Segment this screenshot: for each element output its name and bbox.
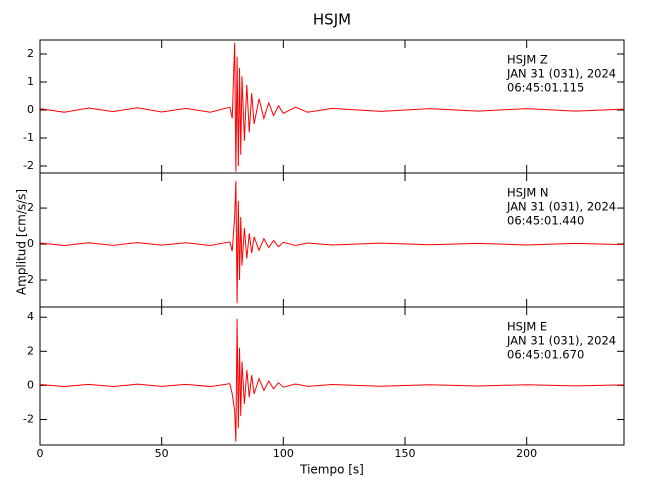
- y-tick-label: 2: [27, 344, 34, 357]
- trace-annotation: JAN 31 (031), 2024: [506, 67, 616, 81]
- y-tick-label: -2: [23, 412, 34, 425]
- panel-frame: [39, 306, 625, 446]
- trace-annotation: JAN 31 (031), 2024: [506, 334, 616, 348]
- y-tick-label: -2: [23, 159, 34, 172]
- y-tick-label: 1: [27, 75, 34, 88]
- y-tick-label: 2: [27, 201, 34, 214]
- trace-annotation: 06:45:01.670: [507, 348, 584, 362]
- x-tick-label: 150: [395, 447, 416, 460]
- y-tick-label: -1: [23, 131, 34, 144]
- x-tick-label: 100: [273, 447, 294, 460]
- trace-annotation: HSJM Z: [507, 53, 548, 67]
- x-tick-label: 50: [155, 447, 169, 460]
- x-tick-label: 0: [37, 447, 44, 460]
- trace: [39, 42, 625, 172]
- trace-annotation: HSJM N: [507, 186, 549, 200]
- x-tick-label: 200: [516, 447, 537, 460]
- trace-annotation: 06:45:01.115: [507, 81, 584, 95]
- y-tick-label: 4: [27, 310, 34, 323]
- y-tick-label: -2: [23, 273, 34, 286]
- y-axis-label: Amplitud [cm/s/s]: [15, 189, 29, 295]
- trace: [39, 318, 625, 442]
- chart-title: HSJM: [313, 11, 351, 29]
- x-axis-label: Tiempo [s]: [299, 463, 364, 477]
- trace-annotation: 06:45:01.440: [507, 214, 584, 228]
- y-tick-label: 0: [27, 378, 34, 391]
- trace-annotation: HSJM E: [507, 320, 547, 334]
- y-tick-label: 0: [27, 237, 34, 250]
- trace: [39, 181, 625, 304]
- y-tick-label: 0: [27, 103, 34, 116]
- y-tick-label: 2: [27, 47, 34, 60]
- trace-annotation: JAN 31 (031), 2024: [506, 200, 616, 214]
